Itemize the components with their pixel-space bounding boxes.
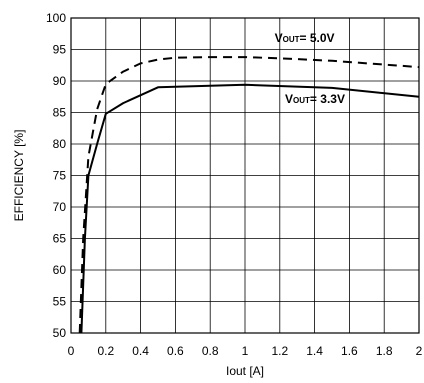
series-annotation-1: VOUT= 3.3V	[285, 92, 345, 106]
x-tick-labels: 0 0.2 0.4 0.6 0.8 1 1.2 1.4 1.6 1.8 2	[68, 344, 423, 358]
x-tick-label: 1	[242, 344, 249, 358]
series-lines	[78, 56, 420, 334]
x-tick-label: 1.8	[376, 344, 393, 358]
x-axis-label: Iout [A]	[226, 364, 264, 378]
y-tick-label: 50	[53, 326, 67, 340]
x-tick-label: 0.4	[132, 344, 149, 358]
x-tick-label: 0.8	[202, 344, 219, 358]
y-tick-label: 90	[53, 74, 67, 88]
y-tick-label: 75	[53, 169, 67, 183]
x-tick-label: 0.2	[97, 344, 114, 358]
y-tick-label: 55	[53, 295, 67, 309]
x-tick-label: 1.4	[306, 344, 323, 358]
x-tick-label: 1.6	[341, 344, 358, 358]
y-tick-label: 95	[53, 43, 67, 57]
series-line-1	[80, 83, 420, 334]
annotations: VOUT= 5.0V VOUT= 3.3V	[275, 31, 345, 106]
y-tick-label: 65	[53, 232, 67, 246]
y-tick-label: 100	[46, 11, 66, 25]
y-tick-labels: 50 55 60 65 70 75 80 85 90 95 100	[46, 11, 66, 340]
y-tick-label: 80	[53, 137, 67, 151]
y-tick-label: 60	[53, 263, 67, 277]
series-annotation-0: VOUT= 5.0V	[275, 31, 335, 45]
grid	[70, 17, 420, 334]
series-line-0	[78, 56, 420, 334]
y-axis-label: EFFICIENCY [%]	[12, 130, 26, 222]
y-tick-label: 70	[53, 200, 67, 214]
plot-frame	[70, 17, 420, 334]
y-tick-label: 85	[53, 106, 67, 120]
x-tick-label: 0	[68, 344, 75, 358]
x-tick-label: 0.6	[167, 344, 184, 358]
x-tick-label: 1.2	[271, 344, 288, 358]
x-tick-label: 2	[416, 344, 423, 358]
